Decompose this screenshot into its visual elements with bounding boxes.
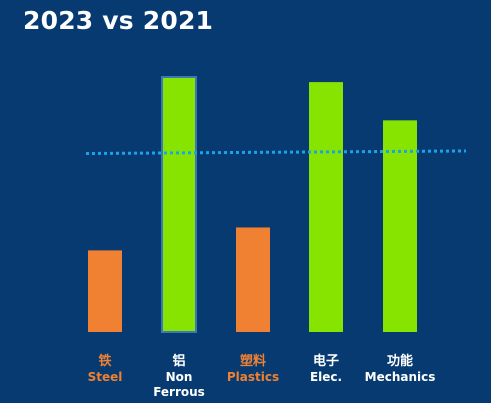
- category-label-zh: 功能: [386, 354, 413, 369]
- category-label: 铝 Non Ferrous: [129, 353, 229, 400]
- category-label: 功能 Mechanics: [350, 353, 450, 385]
- category-label: 塑料 Plastics: [203, 353, 303, 385]
- chart-title: 2023 vs 2021: [23, 6, 214, 35]
- category-label-en: Elec.: [309, 370, 343, 384]
- category-label-en: Mechanics: [364, 370, 436, 384]
- category-label-zh: 铁: [98, 354, 112, 369]
- category-label-en: Non Ferrous: [153, 370, 205, 399]
- category-label: 铁 Steel: [55, 353, 155, 385]
- bar-elec: [309, 82, 343, 332]
- bar-mechanics: [383, 120, 417, 332]
- category-label-zh: 电子: [312, 354, 339, 369]
- category-label-zh: 塑料: [239, 354, 266, 369]
- category-label-zh: 铝: [172, 354, 186, 369]
- bar-plastics: [236, 227, 270, 332]
- bar-non-ferrous: [161, 76, 197, 333]
- category-label: 电子 Elec.: [276, 353, 376, 385]
- category-label-en: Steel: [87, 370, 123, 384]
- category-label-en: Plastics: [226, 370, 280, 384]
- bar-steel: [88, 250, 122, 332]
